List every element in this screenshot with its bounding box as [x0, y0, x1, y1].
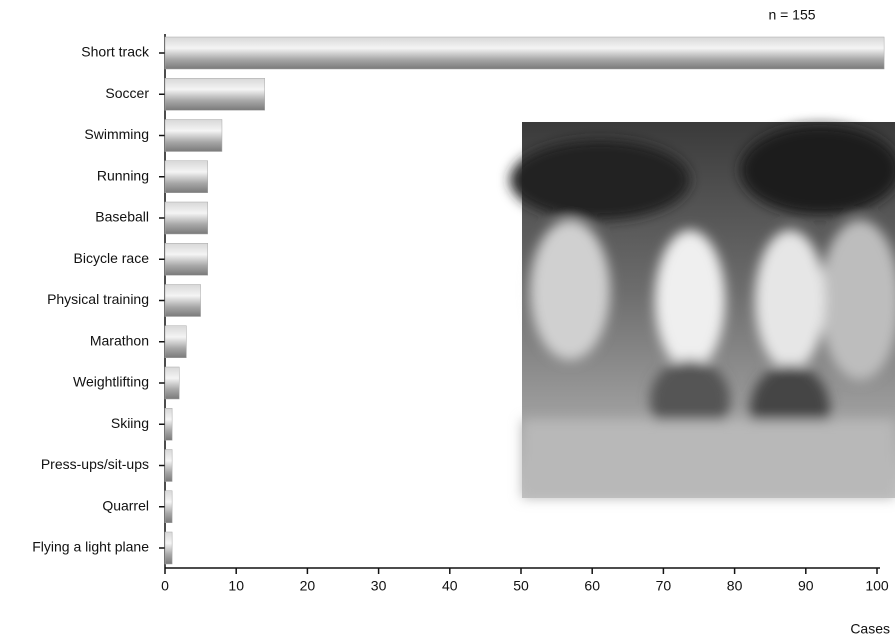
- bar: [164, 408, 173, 441]
- x-tick-label: 90: [798, 578, 814, 594]
- bar: [164, 325, 187, 358]
- x-tick-label: 60: [584, 578, 600, 594]
- x-tick-label: 50: [513, 578, 529, 594]
- x-tick-label: 0: [161, 578, 169, 594]
- y-tick-label: Swimming: [84, 126, 149, 142]
- bar: [164, 78, 265, 111]
- annotation: n = 155: [768, 7, 815, 23]
- photo: [510, 122, 895, 498]
- y-tick-label: Bicycle race: [74, 250, 150, 266]
- y-tick-label: Physical training: [47, 291, 149, 307]
- y-tick-label: Soccer: [105, 85, 149, 101]
- y-tick-label: Marathon: [90, 332, 149, 348]
- y-tick-label: Press-ups/sit-ups: [41, 456, 149, 472]
- bar: [164, 160, 208, 193]
- y-tick-label: Running: [97, 167, 149, 183]
- y-tick-label: Flying a light plane: [32, 539, 149, 555]
- x-tick-label: 80: [727, 578, 743, 594]
- x-tick-label: 20: [300, 578, 316, 594]
- y-tick-label: Quarrel: [102, 497, 149, 513]
- bar: [164, 490, 173, 523]
- x-axis-label: Cases: [850, 621, 890, 637]
- y-tick-label: Weightlifting: [73, 374, 149, 390]
- x-tick-label: 100: [865, 578, 889, 594]
- x-tick-label: 70: [656, 578, 672, 594]
- bar: [164, 201, 208, 235]
- y-tick-label: Baseball: [95, 209, 149, 225]
- x-tick-label: 30: [371, 578, 387, 594]
- bar: [164, 531, 173, 565]
- x-tick-label: 40: [442, 578, 458, 594]
- bar: [164, 36, 885, 70]
- y-tick-label: Skiing: [111, 415, 149, 431]
- bar: [164, 366, 180, 400]
- x-tick-label: 10: [228, 578, 244, 594]
- bar: [164, 449, 173, 482]
- bar: [164, 284, 201, 317]
- bar: [164, 119, 223, 152]
- y-tick-label: Short track: [81, 44, 150, 60]
- bar: [164, 243, 208, 276]
